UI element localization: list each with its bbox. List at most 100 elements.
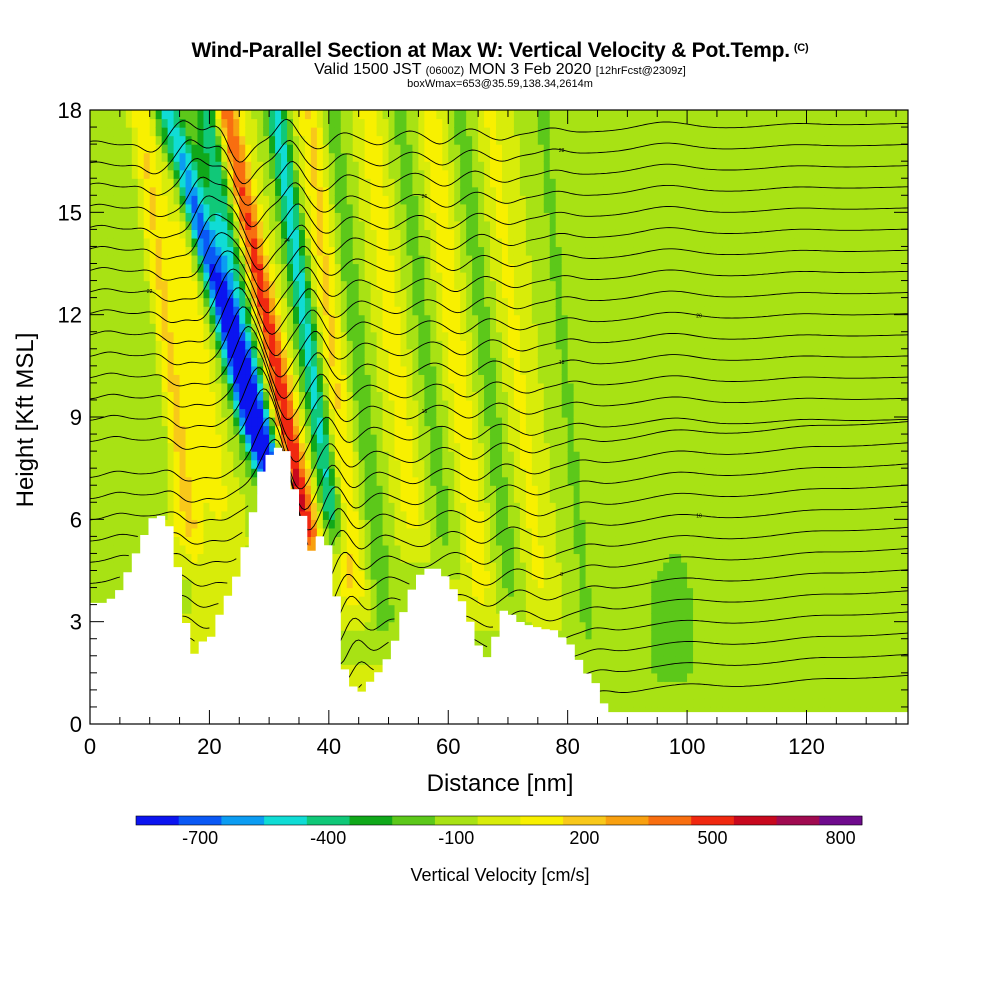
heatmap-cell [472,502,479,512]
heatmap-cell [424,237,431,248]
heatmap-cell [179,613,187,623]
heatmap-cell [191,237,199,248]
heatmap-cell [149,434,157,444]
heatmap-cell [310,536,318,546]
heatmap-cell [227,399,234,410]
heatmap-cell [424,485,431,495]
heatmap-cell [137,365,145,375]
heatmap-cell [442,425,449,435]
heatmap-cell [155,135,163,145]
heatmap-cell [334,434,342,444]
heatmap-cell [382,561,390,572]
heatmap-cell [131,195,139,205]
heatmap-cell [95,510,103,520]
heatmap-cell [340,263,348,273]
heatmap-cell [418,118,425,128]
heatmap-cell [185,561,193,572]
heatmap-cell [436,263,443,273]
heatmap-cell [382,186,390,196]
heatmap-cell [466,485,473,495]
heatmap-cell [143,399,151,410]
heatmap-cell [227,152,234,162]
heatmap-cell [257,118,264,128]
heatmap-cell [227,186,234,196]
heatmap-cell [173,391,181,401]
heatmap-cell [364,203,372,213]
heatmap-cell [448,340,455,350]
heatmap-cell [185,340,193,350]
heatmap-cell [179,280,187,290]
heatmap-cell [352,306,360,316]
heatmap-cell [209,485,216,495]
heatmap-cell [161,493,169,503]
heatmap-cell [245,110,252,120]
heatmap-cell [179,374,187,384]
heatmap-cell [101,579,109,589]
heatmap-cell [95,186,103,196]
heatmap-cell [161,510,169,520]
heatmap-cell [101,365,109,375]
heatmap-cell [287,417,294,427]
heatmap-cell [227,306,234,316]
heatmap-cell [484,331,491,341]
heatmap-cell [460,152,467,162]
heatmap-cell [472,212,479,222]
heatmap-cell [257,212,264,222]
heatmap-cell [394,630,402,640]
heatmap-cell [293,391,300,401]
heatmap-cell [406,451,414,461]
heatmap-cell [466,229,473,239]
heatmap-cell [460,544,467,555]
heatmap-cell [436,553,443,563]
heatmap-cell [454,203,461,213]
heatmap-cell [143,476,151,486]
heatmap-cell [221,502,228,512]
heatmap-cell [376,220,384,230]
heatmap-cell [460,587,467,597]
heatmap-cell [221,510,228,520]
heatmap-cell [490,203,497,213]
heatmap-cell [460,365,467,375]
heatmap-cell [364,365,372,375]
heatmap-cell [257,399,264,410]
heatmap-cell [239,263,246,273]
heatmap-cell [472,536,479,546]
heatmap-cell [191,186,199,196]
heatmap-cell [137,340,145,350]
heatmap-cell [245,348,252,358]
heatmap-cell [161,263,169,273]
heatmap-cell [298,451,306,461]
heatmap-cell [191,544,199,555]
heatmap-cell [203,297,211,307]
heatmap-cell [388,272,396,282]
heatmap-cell [221,570,228,580]
heatmap-cell [131,399,139,410]
heatmap-cell [424,519,431,529]
heatmap-cell [269,178,276,188]
heatmap-cell [113,399,121,410]
heatmap-cell [221,220,228,230]
heatmap-cell [436,246,443,256]
heatmap-cell [358,399,366,410]
heatmap-cell [472,579,479,589]
heatmap-cell [460,459,467,469]
heatmap-cell [233,135,240,145]
heatmap-cell [346,186,354,196]
heatmap-cell [149,417,157,427]
heatmap-cell [436,127,443,137]
heatmap-cell [239,246,246,256]
heatmap-cell [442,391,449,401]
heatmap-cell [406,476,414,486]
heatmap-cell [454,306,461,316]
heatmap-cell [227,451,234,461]
heatmap-cell [322,502,330,512]
heatmap-cell [478,510,485,520]
heatmap-cell [358,596,366,606]
heatmap-cell [490,323,497,333]
heatmap-cell [227,442,234,452]
heatmap-cell [263,408,270,418]
heatmap-cell [125,485,133,495]
heatmap-cell [179,152,187,162]
heatmap-cell [143,485,151,495]
heatmap-cell [173,493,181,503]
